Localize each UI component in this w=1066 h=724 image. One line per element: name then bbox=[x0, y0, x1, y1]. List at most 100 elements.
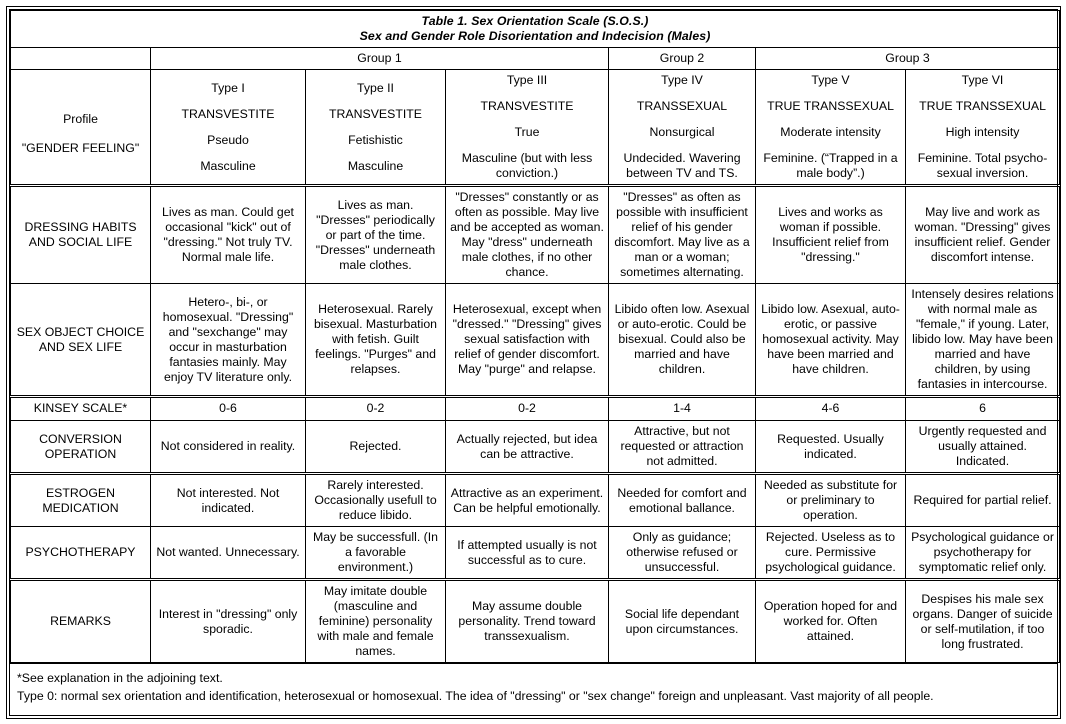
profile-subtype: Pseudo bbox=[207, 132, 249, 147]
cell-estrogen-medication-type-1: Not interested. Not indicated. bbox=[150, 472, 306, 527]
cell-sex-object-choice-type-5: Libido low. Asexual, auto-erotic, or pas… bbox=[755, 283, 906, 397]
cell-estrogen-medication-type-2: Rarely interested. Occasionally usefull … bbox=[305, 472, 446, 527]
profile-gender-feeling: Feminine. (“Trapped in a male body”.) bbox=[763, 151, 898, 180]
table-row: SEX OBJECT CHOICE AND SEX LIFE Hetero-, … bbox=[10, 283, 1061, 397]
row-header-kinsey-scale: KINSEY SCALE* bbox=[10, 395, 151, 421]
cell-estrogen-medication-type-3: Attractive as an experiment. Can be help… bbox=[445, 472, 609, 527]
table-inner-border: Table 1. Sex Orientation Scale (S.O.S.) … bbox=[9, 9, 1061, 716]
table-row: PSYCHOTHERAPY Not wanted. Unnecessary. M… bbox=[10, 526, 1061, 580]
row-header-psychotherapy: PSYCHOTHERAPY bbox=[10, 526, 151, 580]
cell-estrogen-medication-type-6: Required for partial relief. bbox=[904, 472, 1061, 527]
cell-remarks-type-1: Interest in "dressing" only sporadic. bbox=[150, 578, 306, 663]
profile-subtype: Nonsurgical bbox=[649, 125, 715, 139]
profile-type-label: Type III bbox=[506, 73, 548, 87]
cell-psychotherapy-type-4: Only as guidance; otherwise refused or u… bbox=[608, 526, 756, 580]
profile-gender-feeling: Masculine bbox=[347, 158, 404, 173]
profile-category: TRANSVESTITE bbox=[329, 106, 422, 121]
cell-conversion-operation-type-4: Attractive, but not requested or attract… bbox=[608, 420, 756, 474]
cell-psychotherapy-type-5: Rejected. Useless as to cure. Permissive… bbox=[755, 526, 906, 580]
table-row: DRESSING HABITS AND SOCIAL LIFE Lives as… bbox=[10, 184, 1061, 284]
cell-estrogen-medication-type-4: Needed for comfort and emotional ballanc… bbox=[608, 472, 756, 527]
cell-kinsey-scale-type-6: 6 bbox=[904, 395, 1061, 421]
profile-type-4: Type IV TRANSSEXUAL Nonsurgical Undecide… bbox=[608, 69, 756, 186]
cell-sex-object-choice-type-3: Heterosexual, except when "dressed." "Dr… bbox=[445, 283, 609, 397]
table-row: CONVERSION OPERATION Not considered in r… bbox=[10, 420, 1061, 474]
profile-subtype: High intensity bbox=[945, 125, 1020, 139]
cell-psychotherapy-type-2: May be successfull. (In a favorable envi… bbox=[305, 526, 446, 580]
cell-remarks-type-3: May assume double personality. Trend tow… bbox=[445, 578, 609, 663]
sex-orientation-scale-table: Table 1. Sex Orientation Scale (S.O.S.) … bbox=[9, 10, 1061, 663]
cell-remarks-type-5: Operation hoped for and worked for. Ofte… bbox=[755, 578, 906, 663]
profile-stub-gender-feeling: "GENDER FEELING" bbox=[21, 141, 140, 155]
group-header-group2: Group 2 bbox=[608, 47, 756, 70]
cell-remarks-type-6: Despises his male sex organs. Danger of … bbox=[904, 578, 1061, 663]
group-header-row: Group 1 Group 2 Group 3 bbox=[10, 47, 1061, 70]
cell-psychotherapy-type-1: Not wanted. Unnecessary. bbox=[150, 526, 306, 580]
footnote-line-1: *See explanation in the adjoining text. bbox=[17, 671, 223, 685]
profile-category: TRUE TRANSSEXUAL bbox=[767, 99, 894, 113]
profile-category: TRUE TRANSSEXUAL bbox=[919, 99, 1046, 113]
profile-subtype: Fetishistic bbox=[348, 132, 403, 147]
profile-type-1: Type I TRANSVESTITE Pseudo Masculine bbox=[150, 69, 306, 186]
group-header-group3: Group 3 bbox=[754, 47, 1061, 70]
row-header-conversion-operation: CONVERSION OPERATION bbox=[10, 420, 151, 474]
footnote-line-2: Type 0: normal sex orientation and ident… bbox=[17, 688, 934, 703]
profile-stub: Profile "GENDER FEELING" bbox=[10, 69, 151, 186]
cell-psychotherapy-type-3: If attempted usually is not successful a… bbox=[445, 526, 609, 580]
row-header-sex-object-choice: SEX OBJECT CHOICE AND SEX LIFE bbox=[10, 283, 151, 397]
cell-dressing-habits-type-1: Lives as man. Could get occasional "kick… bbox=[150, 184, 306, 284]
table-row: REMARKS Interest in "dressing" only spor… bbox=[10, 578, 1061, 663]
profile-category: TRANSSEXUAL bbox=[636, 99, 728, 113]
profile-type-6: Type VI TRUE TRANSSEXUAL High intensity … bbox=[904, 69, 1061, 186]
cell-kinsey-scale-type-1: 0-6 bbox=[150, 395, 306, 421]
cell-sex-object-choice-type-6: Intensely desires relations with normal … bbox=[904, 283, 1061, 397]
cell-dressing-habits-type-6: May live and work as woman. "Dressing" g… bbox=[904, 184, 1061, 284]
profile-category: TRANSVESTITE bbox=[181, 106, 275, 121]
table-row: ESTROGEN MEDICATION Not interested. Not … bbox=[10, 472, 1061, 527]
cell-conversion-operation-type-5: Requested. Usually indicated. bbox=[755, 420, 906, 474]
profile-type-5: Type V TRUE TRANSSEXUAL Moderate intensi… bbox=[755, 69, 906, 186]
row-header-estrogen-medication: ESTROGEN MEDICATION bbox=[10, 472, 151, 527]
profile-subtype: True bbox=[514, 125, 540, 139]
row-header-remarks: REMARKS bbox=[10, 578, 151, 663]
profile-type-2: Type II TRANSVESTITE Fetishistic Masculi… bbox=[305, 69, 446, 186]
cell-conversion-operation-type-3: Actually rejected, but idea can be attra… bbox=[445, 420, 609, 474]
profile-gender-feeling: Masculine bbox=[200, 158, 256, 173]
group-header-group1: Group 1 bbox=[150, 47, 609, 70]
cell-kinsey-scale-type-3: 0-2 bbox=[445, 395, 609, 421]
cell-dressing-habits-type-5: Lives and works as woman if possible. In… bbox=[755, 184, 906, 284]
cell-conversion-operation-type-1: Not considered in reality. bbox=[150, 420, 306, 474]
cell-conversion-operation-type-6: Urgently requested and usually attained.… bbox=[904, 420, 1061, 474]
cell-sex-object-choice-type-4: Libido often low. Asexual or auto-erotic… bbox=[608, 283, 756, 397]
profile-gender-feeling: Feminine. Total psycho-sexual inversion. bbox=[917, 151, 1048, 180]
cell-sex-object-choice-type-2: Heterosexual. Rarely bisexual. Masturbat… bbox=[305, 283, 446, 397]
row-header-dressing-habits: DRESSING HABITS AND SOCIAL LIFE bbox=[10, 184, 151, 284]
table-outer-border: Table 1. Sex Orientation Scale (S.O.S.) … bbox=[6, 6, 1061, 719]
cell-dressing-habits-type-4: "Dresses" as often as possible with insu… bbox=[608, 184, 756, 284]
cell-dressing-habits-type-3: "Dresses" constantly or as often as poss… bbox=[445, 184, 609, 284]
cell-kinsey-scale-type-4: 1-4 bbox=[608, 395, 756, 421]
profile-gender-feeling: Undecided. Wavering between TV and TS. bbox=[623, 151, 741, 180]
profile-type-label: Type V bbox=[811, 73, 850, 87]
profile-row: Profile "GENDER FEELING" Type I TRANSVES… bbox=[10, 69, 1061, 186]
page-title: Table 1. Sex Orientation Scale (S.O.S.) … bbox=[9, 10, 1061, 48]
cell-kinsey-scale-type-2: 0-2 bbox=[305, 395, 446, 421]
cell-remarks-type-4: Social life dependant upon circumstances… bbox=[608, 578, 756, 663]
table-footnote: *See explanation in the adjoining text. … bbox=[10, 663, 1057, 715]
cell-dressing-habits-type-2: Lives as man. "Dresses" periodically or … bbox=[305, 184, 446, 284]
profile-stub-label: Profile bbox=[63, 112, 98, 126]
cell-sex-object-choice-type-1: Hetero-, bi-, or homosexual. "Dressing" … bbox=[150, 283, 306, 397]
group-header-blank bbox=[10, 47, 151, 70]
cell-psychotherapy-type-6: Psychological guidance or psychotherapy … bbox=[904, 526, 1061, 580]
profile-category: TRANSVESTITE bbox=[480, 99, 574, 113]
cell-kinsey-scale-type-5: 4-6 bbox=[755, 395, 906, 421]
cell-conversion-operation-type-2: Rejected. bbox=[305, 420, 446, 474]
profile-subtype: Moderate intensity bbox=[780, 125, 881, 139]
profile-type-label: Type II bbox=[357, 80, 394, 95]
profile-type-label: Type VI bbox=[961, 73, 1004, 87]
title-row: Table 1. Sex Orientation Scale (S.O.S.) … bbox=[9, 10, 1061, 48]
cell-estrogen-medication-type-5: Needed as substitute for or preliminary … bbox=[755, 472, 906, 527]
title-line-1: Table 1. Sex Orientation Scale (S.O.S.) bbox=[421, 14, 649, 28]
profile-type-3: Type III TRANSVESTITE True Masculine (bu… bbox=[445, 69, 609, 186]
